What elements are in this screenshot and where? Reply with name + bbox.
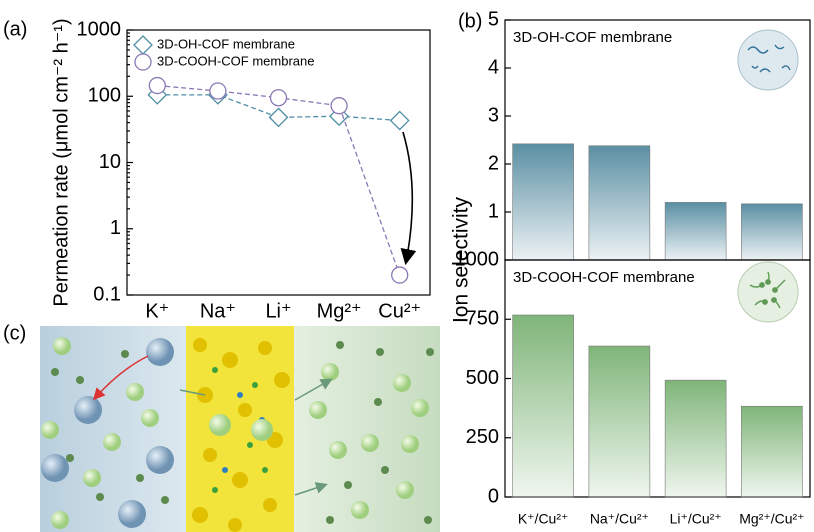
marker — [135, 54, 151, 70]
bar — [741, 204, 802, 260]
bar — [665, 202, 726, 260]
marker — [270, 108, 288, 126]
panel-label: (a) — [3, 18, 27, 40]
icon — [738, 30, 798, 322]
y-tick-label: 1 — [110, 217, 121, 239]
x-tick-label: Cu²⁺ — [378, 300, 421, 322]
marker — [391, 112, 409, 130]
x-tick-label: Na⁺/Cu²⁺ — [590, 511, 649, 527]
x-tick-label: Li⁺/Cu²⁺ — [670, 511, 722, 527]
x-tick-label: K⁺/Cu²⁺ — [518, 511, 569, 527]
bar — [665, 380, 726, 497]
y-tick-label: 0 — [488, 485, 499, 507]
marker — [149, 78, 165, 94]
marker — [210, 83, 226, 99]
y-tick-label: 4 — [488, 56, 499, 78]
y-tick-label: 250 — [466, 426, 499, 448]
y-tick-label: 0.1 — [93, 283, 121, 305]
y-tick-label: 2 — [488, 152, 499, 174]
y-axis-label: Ion selectivity — [450, 196, 473, 323]
x-tick-label: Mg²⁺/Cu²⁺ — [739, 511, 804, 527]
marker — [134, 36, 152, 54]
x-tick-label: K⁺ — [145, 300, 169, 322]
arrow — [403, 132, 412, 262]
y-tick-label: 100 — [88, 85, 121, 107]
x-tick-label: Li⁺ — [265, 300, 291, 322]
bar — [741, 406, 802, 497]
bar — [513, 144, 574, 260]
y-tick-label: 5 — [488, 8, 499, 30]
plot-frame — [127, 30, 430, 295]
panel-label: (b) — [458, 10, 482, 32]
y-tick-label: 3 — [488, 104, 499, 126]
bar — [589, 146, 650, 260]
x-tick-label: Na⁺ — [200, 300, 236, 322]
annotation: 3D-COOH-COF membrane — [513, 269, 695, 286]
y-tick-label: 1 — [488, 200, 499, 222]
marker — [392, 267, 408, 283]
x-tick-label: Mg²⁺ — [317, 300, 362, 322]
marker — [331, 98, 347, 114]
legend-label: 3D-COOH-COF membrane — [157, 53, 314, 68]
marker — [271, 90, 287, 106]
annotation: 3D-OH-COF membrane — [513, 29, 672, 46]
bar — [589, 346, 650, 497]
illustration — [40, 326, 440, 532]
legend-label: 3D-OH-COF membrane — [157, 36, 295, 51]
y-tick-label: 500 — [466, 367, 499, 389]
panel-label: (c) — [3, 322, 26, 344]
y-tick-label: 1000 — [77, 18, 122, 40]
y-tick-label: 10 — [99, 151, 121, 173]
y-axis-label: Permeation rate (μmol cm⁻² h⁻¹) — [50, 18, 72, 306]
bar — [513, 315, 574, 497]
figure: (c) 0.11101001000(a)K⁺Na⁺Li⁺Mg²⁺Cu²⁺Perm… — [0, 0, 814, 532]
